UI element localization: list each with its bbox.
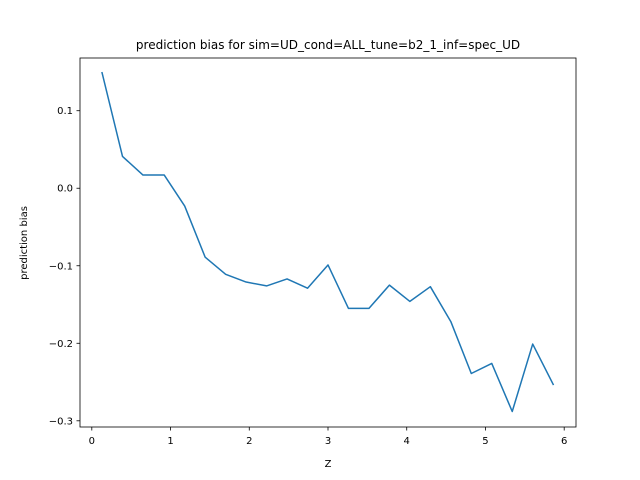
plot-area: [101, 71, 555, 413]
x-tick-label: 0: [89, 436, 95, 447]
axes: 0 1 2 3 4 5 6 −0.3 −0.2 −0.1 0.0 0.1: [49, 57, 577, 447]
x-tick-label: 4: [404, 436, 410, 447]
chart-title: prediction bias for sim=UD_cond=ALL_tune…: [136, 38, 520, 52]
y-tick-label: −0.3: [49, 416, 73, 427]
x-tick-label: 3: [325, 436, 331, 447]
y-tick-label: −0.2: [49, 339, 73, 350]
series-line-0: [101, 71, 555, 413]
x-axis-label: Z: [325, 459, 332, 470]
y-axis-label: prediction bias: [19, 206, 30, 280]
x-tick-label: 2: [246, 436, 252, 447]
y-tick-label: −0.1: [49, 261, 73, 272]
y-tick-label: 0.1: [57, 106, 73, 117]
x-tick-label: 5: [482, 436, 488, 447]
x-tick-label: 1: [167, 436, 173, 447]
x-tick-label: 6: [561, 436, 567, 447]
y-tick-label: 0.0: [57, 184, 73, 195]
